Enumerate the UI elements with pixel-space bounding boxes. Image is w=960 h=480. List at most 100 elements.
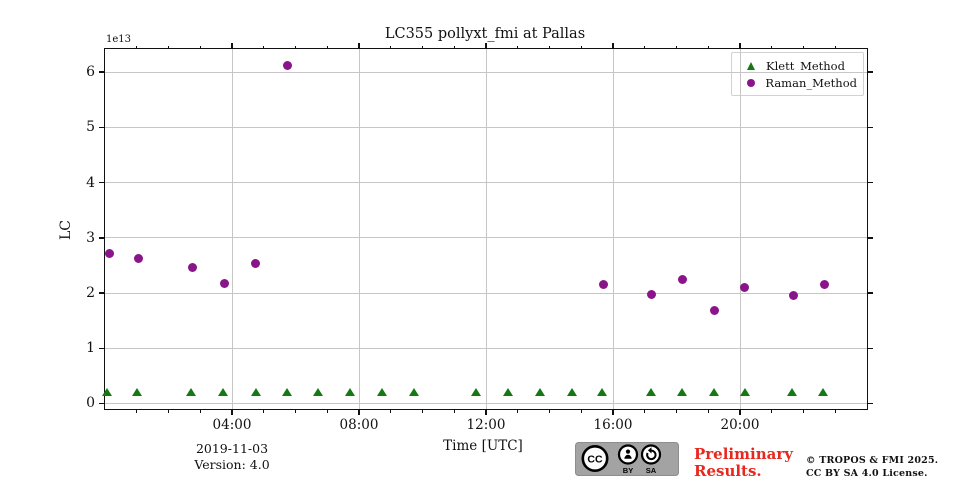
axis-tick (675, 45, 678, 49)
data-point-raman_method (710, 306, 720, 316)
axis-tick (548, 45, 551, 49)
axis-tick (167, 409, 170, 413)
y-tick-label: 6 (86, 64, 95, 81)
data-point-klett_method (376, 387, 387, 396)
cc-logo-icon: CC (581, 445, 609, 472)
data-point-klett_method (218, 387, 229, 396)
copyright-label: © TROPOS & FMI 2025. CC BY SA 4.0 Licens… (806, 455, 939, 479)
axis-tick (99, 347, 105, 349)
axis-tick (867, 71, 873, 73)
axis-tick (263, 409, 265, 413)
y-axis-offset-label: 1e13 (106, 34, 132, 45)
axis-tick (867, 126, 873, 129)
axis-tick (834, 409, 836, 413)
data-point-raman_method (598, 280, 608, 290)
vertical-gridline (612, 49, 614, 409)
axis-tick (580, 409, 582, 413)
legend-item-raman_method: Raman_Method (740, 74, 857, 91)
axis-tick (612, 409, 614, 415)
axis-tick (675, 409, 678, 413)
circle-marker-icon (740, 78, 761, 87)
data-point-klett_method (250, 387, 261, 396)
plot-area: Klett_Method Raman_Method 04:00 08:00 12:00… (86, 43, 873, 433)
data-point-raman_method (187, 263, 197, 273)
axis-tick (485, 43, 487, 49)
sa-arrow-icon (640, 444, 662, 465)
axis-tick (199, 409, 201, 413)
axis-tick (867, 402, 873, 405)
axis-tick (707, 45, 709, 49)
axis-tick (867, 347, 873, 349)
data-point-klett_method (503, 387, 514, 396)
data-point-raman_method (789, 291, 799, 301)
x-tick-label: 20:00 (720, 417, 760, 433)
svg-text:CC: CC (587, 454, 603, 466)
axis-tick (99, 71, 105, 73)
axis-tick (453, 409, 455, 413)
y-tick-label: 5 (86, 119, 95, 136)
data-point-klett_method (313, 387, 324, 396)
y-tick-label: 4 (86, 174, 95, 191)
axis-tick (453, 45, 455, 49)
date-version-block: 2019-11-03 Version: 4.0 (186, 441, 278, 472)
horizontal-gridline (105, 292, 867, 294)
by-person-icon (617, 444, 639, 465)
axis-tick (802, 409, 805, 413)
vertical-gridline (231, 49, 233, 409)
y-tick-label: 1 (86, 340, 95, 357)
data-point-klett_method (708, 387, 719, 396)
data-point-klett_method (566, 387, 577, 396)
legend-box: Klett_Method Raman_Method (731, 52, 864, 96)
axis-tick (263, 45, 265, 49)
data-point-klett_method (534, 387, 545, 396)
axis-tick (834, 45, 836, 49)
data-point-raman_method (251, 258, 261, 268)
vertical-gridline (739, 49, 741, 409)
y-tick-label: 3 (86, 229, 95, 246)
axis-tick (548, 409, 551, 413)
axis-tick (771, 409, 773, 413)
axis-tick (421, 409, 424, 413)
axis-tick (326, 45, 328, 49)
data-point-klett_method (281, 387, 292, 396)
x-axis-label: Time [UTC] (443, 438, 523, 454)
data-point-raman_method (740, 283, 750, 293)
axis-tick (802, 45, 805, 49)
data-point-raman_method (646, 289, 656, 299)
axis-tick (580, 45, 582, 49)
data-point-raman_method (819, 279, 829, 289)
axis-tick (867, 237, 873, 239)
axis-tick (612, 43, 614, 49)
axis-tick (421, 45, 424, 49)
badge-by-label: BY (623, 466, 633, 475)
data-point-klett_method (345, 387, 356, 396)
axis-tick (136, 45, 138, 49)
preliminary-results-label: Preliminary Results. (694, 445, 793, 480)
horizontal-gridline (105, 71, 867, 73)
axis-tick (867, 181, 873, 184)
vertical-gridline (358, 49, 360, 409)
axis-tick (326, 409, 328, 413)
axis-tick (485, 409, 487, 415)
axis-tick (517, 409, 519, 413)
vertical-gridline (485, 49, 487, 409)
axis-tick (644, 409, 646, 413)
data-point-raman_method (678, 274, 688, 284)
axis-tick (231, 43, 233, 49)
y-tick-label: 0 (86, 395, 95, 412)
data-point-raman_method (282, 61, 292, 71)
axis-tick (167, 45, 170, 49)
data-point-klett_method (787, 387, 798, 396)
y-tick-label: 2 (86, 285, 95, 302)
legend-label: Klett_Method (766, 58, 845, 73)
axis-tick (99, 126, 105, 129)
axis-tick (99, 402, 105, 405)
axis-tick (390, 409, 392, 413)
data-point-raman_method (104, 249, 114, 259)
axis-tick (136, 409, 138, 413)
horizontal-gridline (105, 126, 867, 128)
data-point-klett_method (646, 387, 657, 396)
data-point-klett_method (408, 387, 419, 396)
axis-tick (707, 409, 709, 413)
